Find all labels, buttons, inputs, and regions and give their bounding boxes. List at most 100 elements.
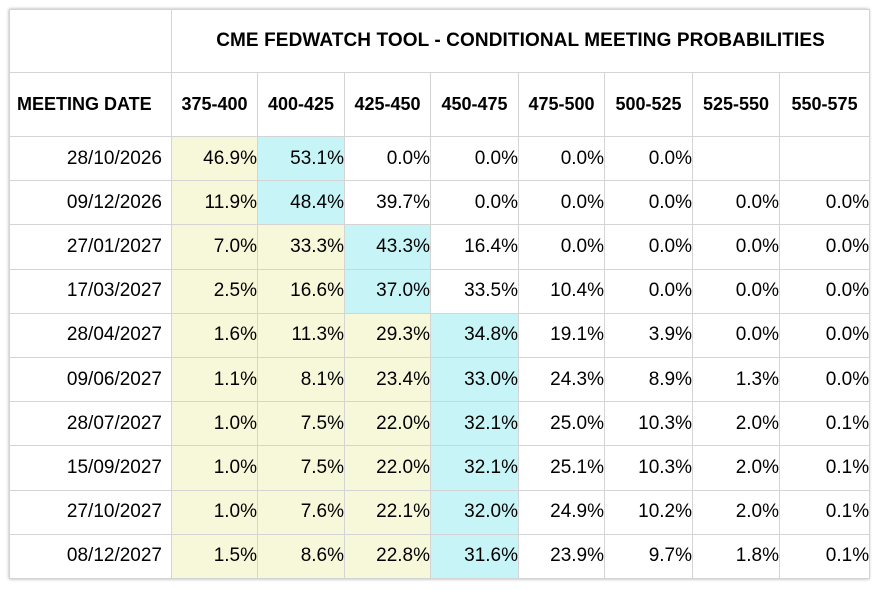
- rate-range-header: 425-450: [344, 72, 431, 137]
- probability-cell: 1.0%: [171, 489, 258, 535]
- probability-cell: 8.6%: [257, 533, 345, 580]
- meeting-date-cell: 28/04/2027: [9, 312, 172, 358]
- probability-cell: 8.1%: [257, 356, 345, 403]
- meeting-date-cell: 09/12/2026: [9, 180, 172, 226]
- table-row: 27/10/2027 1.0% 7.6% 22.1% 32.0% 24.9% 10.2% 2.…: [9, 489, 871, 535]
- probability-cell: 10.2%: [604, 489, 693, 535]
- probability-cell: 0.0%: [604, 180, 693, 226]
- probability-cell: 2.0%: [692, 445, 780, 491]
- probability-cell: 0.0%: [430, 135, 519, 182]
- probability-cell: 0.0%: [692, 224, 780, 270]
- probability-cell: 7.5%: [257, 401, 345, 447]
- probability-cell: 22.1%: [344, 489, 431, 535]
- probability-cell: 0.0%: [692, 312, 780, 358]
- meeting-date-cell: 27/01/2027: [9, 224, 172, 270]
- probability-cell: 1.8%: [692, 533, 780, 580]
- rate-range-header: 525-550: [692, 72, 780, 137]
- probability-cell: 2.0%: [692, 489, 780, 535]
- rate-range-header: 450-475: [430, 72, 519, 137]
- probability-cell: 0.0%: [778, 312, 871, 358]
- probability-cell: 3.9%: [604, 312, 693, 358]
- probability-cell: 1.0%: [171, 445, 258, 491]
- probability-cell: 1.6%: [171, 312, 258, 358]
- probability-cell: 0.0%: [518, 224, 605, 270]
- rate-range-header: 475-500: [518, 72, 605, 137]
- rate-range-header: 500-525: [604, 72, 693, 137]
- probability-cell: 11.3%: [257, 312, 345, 358]
- probability-cell: 7.0%: [171, 224, 258, 270]
- rate-range-header: 375-400: [171, 72, 258, 137]
- table-row: 27/01/2027 7.0% 33.3% 43.3% 16.4% 0.0% 0.0% 0.0…: [9, 224, 871, 270]
- meeting-date-cell: 17/03/2027: [9, 268, 172, 314]
- meeting-date-cell: 15/09/2027: [9, 445, 172, 491]
- probability-cell: 22.0%: [344, 445, 431, 491]
- table-row: 15/09/2027 1.0% 7.5% 22.0% 32.1% 25.1% 10.3% 2.…: [9, 445, 871, 491]
- probability-cell: 23.9%: [518, 533, 605, 580]
- column-header-row: MEETING DATE 375-400 400-425 425-450 450-47…: [9, 72, 871, 137]
- meeting-date-header: MEETING DATE: [9, 72, 172, 137]
- probability-cell: 10.3%: [604, 445, 693, 491]
- probability-cell: 1.3%: [692, 356, 780, 403]
- probability-cell: 2.0%: [692, 401, 780, 447]
- probability-cell: 0.0%: [518, 135, 605, 182]
- probability-cell: 11.9%: [171, 180, 258, 226]
- table-row: 08/12/2027 1.5% 8.6% 22.8% 31.6% 23.9% 9.7% 1.8…: [9, 533, 871, 580]
- probability-cell: 23.4%: [344, 356, 431, 403]
- probability-cell: 31.6%: [430, 533, 519, 580]
- table-title: CME FEDWATCH TOOL - CONDITIONAL MEETING …: [170, 9, 871, 73]
- probability-cell: 32.1%: [430, 445, 519, 491]
- rate-range-header: 550-575: [778, 72, 871, 137]
- probability-cell: 10.4%: [518, 268, 605, 314]
- probability-cell: 24.3%: [518, 356, 605, 403]
- probability-cell: 2.5%: [171, 268, 258, 314]
- probability-cell: 33.0%: [430, 356, 519, 403]
- probability-cell: 1.1%: [171, 356, 258, 403]
- probability-table: CME FEDWATCH TOOL - CONDITIONAL MEETING …: [9, 9, 871, 580]
- probability-cell: 19.1%: [518, 312, 605, 358]
- probability-cell: 46.9%: [171, 135, 258, 182]
- probability-cell: 0.0%: [430, 180, 519, 226]
- probability-cell: 25.0%: [518, 401, 605, 447]
- meeting-date-cell: 28/07/2027: [9, 401, 172, 447]
- rate-range-header: 400-425: [257, 72, 345, 137]
- probability-cell: 0.0%: [692, 180, 780, 226]
- probability-cell: 0.1%: [778, 445, 871, 491]
- probability-cell: 16.6%: [257, 268, 345, 314]
- probability-cell: 53.1%: [257, 135, 345, 182]
- probability-cell: 34.8%: [430, 312, 519, 358]
- probability-cell: 37.0%: [344, 268, 431, 314]
- probability-cell: 24.9%: [518, 489, 605, 535]
- probability-cell: 33.3%: [257, 224, 345, 270]
- probability-cell: [692, 135, 780, 182]
- table-row: 17/03/2027 2.5% 16.6% 37.0% 33.5% 10.4% 0.0% 0.…: [9, 268, 871, 314]
- table-row: 09/06/2027 1.1% 8.1% 23.4% 33.0% 24.3% 8.9% 1.3…: [9, 356, 871, 403]
- probability-cell: 32.1%: [430, 401, 519, 447]
- probability-cell: [778, 135, 871, 182]
- probability-cell: 32.0%: [430, 489, 519, 535]
- probability-cell: 0.0%: [604, 135, 693, 182]
- probability-cell: 0.0%: [344, 135, 431, 182]
- probability-cell: 22.0%: [344, 401, 431, 447]
- probability-cell: 29.3%: [344, 312, 431, 358]
- table-row: 28/04/2027 1.6% 11.3% 29.3% 34.8% 19.1% 3.9% 0.…: [9, 312, 871, 358]
- probability-table-frame: CME FEDWATCH TOOL - CONDITIONAL MEETING …: [9, 9, 871, 580]
- probability-cell: 48.4%: [257, 180, 345, 226]
- table-row: 28/07/2027 1.0% 7.5% 22.0% 32.1% 25.0% 10.3% 2.…: [9, 401, 871, 447]
- probability-cell: 0.0%: [518, 180, 605, 226]
- probability-cell: 8.9%: [604, 356, 693, 403]
- probability-cell: 0.1%: [778, 489, 871, 535]
- probability-cell: 43.3%: [344, 224, 431, 270]
- probability-cell: 0.1%: [778, 401, 871, 447]
- meeting-date-cell: 28/10/2026: [9, 135, 172, 182]
- table-row: 28/10/2026 46.9% 53.1% 0.0% 0.0% 0.0% 0.0%: [9, 135, 871, 182]
- probability-cell: 10.3%: [604, 401, 693, 447]
- probability-cell: 0.1%: [778, 533, 871, 580]
- probability-cell: 16.4%: [430, 224, 519, 270]
- probability-cell: 22.8%: [344, 533, 431, 580]
- probability-cell: 1.5%: [171, 533, 258, 580]
- table-body: 28/10/2026 46.9% 53.1% 0.0% 0.0% 0.0% 0.0% 09/1…: [9, 135, 871, 580]
- meeting-date-cell: 27/10/2027: [9, 489, 172, 535]
- probability-cell: 0.0%: [778, 224, 871, 270]
- probability-cell: 1.0%: [171, 401, 258, 447]
- table-row: 09/12/2026 11.9% 48.4% 39.7% 0.0% 0.0% 0.0% 0.0…: [9, 180, 871, 226]
